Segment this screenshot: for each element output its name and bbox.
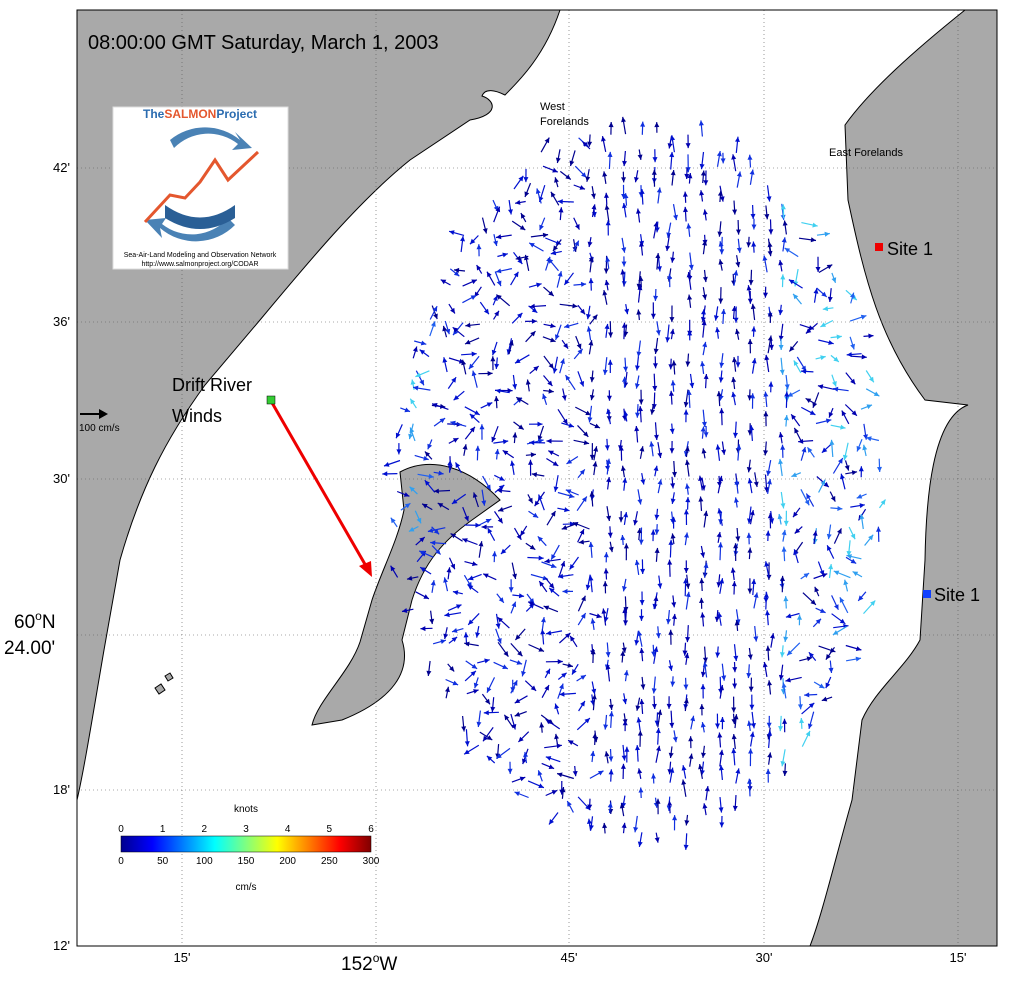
- colorbar-tick-label: 5: [327, 824, 333, 835]
- logo-prefix: The: [143, 107, 165, 121]
- colorbar-tick-label: 50: [157, 856, 169, 867]
- lat-main: 60oN: [14, 609, 56, 633]
- colorbar-tick-label: 3: [243, 824, 249, 835]
- colorbar-tick-label: 1: [160, 824, 166, 835]
- colorbar-tick-label: 150: [238, 856, 255, 867]
- lon-label: 15': [950, 950, 967, 965]
- colorbar-tick-label: 6: [368, 824, 374, 835]
- colorbar-unit: cm/s: [235, 882, 256, 893]
- hemisphere: W: [379, 954, 397, 975]
- station-marker: [267, 396, 275, 404]
- site-label: Site 1: [934, 585, 980, 605]
- lat-label: 12': [53, 938, 70, 953]
- colorbar-tick-label: 250: [321, 856, 338, 867]
- colorbar-scale: [121, 836, 371, 852]
- scale-label: 100 cm/s: [79, 423, 120, 434]
- colorbar-tick-label: 100: [196, 856, 213, 867]
- lat-label: 42': [53, 160, 70, 175]
- colorbar-tick-label: 0: [118, 824, 124, 835]
- lon-label: 45': [561, 950, 578, 965]
- place-label: Forelands: [540, 116, 589, 128]
- colorbar-unit: knots: [234, 804, 258, 815]
- title: 08:00:00 GMT Saturday, March 1, 2003: [88, 32, 439, 54]
- lat-label: 36': [53, 314, 70, 329]
- station-label: Drift River: [172, 375, 252, 395]
- site-label: Site 1: [887, 239, 933, 259]
- logo-brand: SALMON: [164, 107, 216, 121]
- colorbar-tick-label: 200: [279, 856, 296, 867]
- lon-label: 15': [174, 950, 191, 965]
- hemisphere: N: [42, 612, 56, 633]
- place-label: East Forelands: [829, 147, 903, 159]
- colorbar-tick-label: 0: [118, 856, 124, 867]
- site-marker: [923, 590, 931, 598]
- logo: TheSALMONProject Sea-Air-Land Modeling a…: [113, 107, 288, 269]
- logo-suffix: Project: [216, 107, 257, 121]
- lon-degree: 152: [341, 954, 373, 975]
- colorbar-tick-label: 4: [285, 824, 291, 835]
- lon-label: 30': [756, 950, 773, 965]
- site-marker: [875, 243, 883, 251]
- place-label: West: [540, 101, 565, 113]
- lat-minutes: 24.00': [4, 638, 55, 659]
- logo-title: TheSALMONProject: [143, 107, 257, 121]
- lat-label: 18': [53, 782, 70, 797]
- colorbar-tick-label: 300: [363, 856, 380, 867]
- lat-label: 30': [53, 471, 70, 486]
- logo-tagline: Sea-Air-Land Modeling and Observation Ne…: [124, 252, 277, 259]
- station-label: Winds: [172, 406, 222, 426]
- lon-main: 152oW: [341, 951, 397, 975]
- colorbar-tick-label: 2: [202, 824, 208, 835]
- lat-degree: 60: [14, 612, 35, 633]
- logo-url: http://www.salmonproject.org/CODAR: [141, 261, 258, 268]
